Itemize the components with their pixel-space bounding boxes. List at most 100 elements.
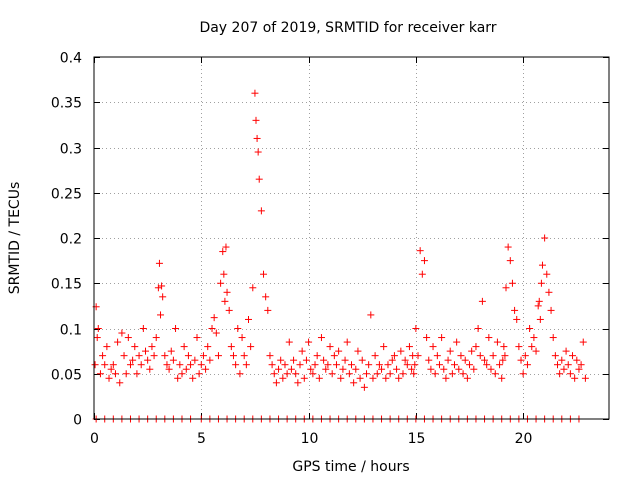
data-point <box>549 334 557 342</box>
data-point <box>219 248 227 256</box>
data-point <box>268 361 276 369</box>
data-point <box>221 297 229 305</box>
data-point <box>225 306 233 314</box>
data-point <box>558 356 566 364</box>
y-tick-label: 0.35 <box>51 96 82 112</box>
data-point <box>562 347 570 355</box>
y-tick-label: 0.2 <box>60 232 82 248</box>
data-point <box>416 247 424 255</box>
data-point <box>252 116 260 124</box>
data-point <box>423 334 431 342</box>
data-point <box>191 356 199 364</box>
data-point <box>390 352 398 360</box>
data-point <box>189 374 197 382</box>
data-point <box>292 370 300 378</box>
data-point <box>508 279 516 287</box>
data-point <box>388 356 396 364</box>
data-point <box>157 311 165 319</box>
data-point <box>159 293 167 301</box>
data-point <box>440 365 448 373</box>
data-point <box>461 356 469 364</box>
data-point <box>360 383 368 391</box>
data-point <box>468 347 476 355</box>
data-point <box>470 365 478 373</box>
data-point <box>220 270 228 278</box>
data-point <box>418 270 426 278</box>
data-point <box>566 370 574 378</box>
data-point <box>242 361 250 369</box>
data-point <box>515 343 523 351</box>
data-point <box>266 352 274 360</box>
data-point <box>513 315 521 323</box>
data-point <box>320 356 328 364</box>
data-point <box>405 343 413 351</box>
data-point <box>478 297 486 305</box>
y-tick-label: 0.05 <box>51 368 82 384</box>
data-point <box>534 302 542 310</box>
data-point <box>414 352 422 360</box>
data-point <box>373 370 381 378</box>
data-point <box>382 374 390 382</box>
data-point <box>412 325 420 332</box>
data-point <box>152 334 160 342</box>
data-point <box>309 370 317 378</box>
data-point <box>487 365 495 373</box>
data-point <box>178 370 186 378</box>
data-point <box>395 374 403 382</box>
data-point <box>521 352 529 360</box>
data-point <box>444 356 452 364</box>
data-point <box>541 234 549 242</box>
data-point <box>425 356 433 364</box>
data-point <box>91 361 99 369</box>
data-point <box>472 343 480 351</box>
data-point <box>500 343 508 351</box>
data-point <box>184 352 192 360</box>
data-point <box>227 343 235 351</box>
data-point <box>298 347 306 355</box>
data-point <box>247 343 255 351</box>
data-point <box>380 343 388 351</box>
data-point <box>317 334 325 342</box>
data-point <box>543 270 551 278</box>
data-point <box>341 356 349 364</box>
data-point <box>229 352 237 360</box>
data-point <box>146 365 154 373</box>
data-point <box>498 374 506 382</box>
data-point <box>212 329 220 337</box>
data-point <box>161 352 169 360</box>
data-point <box>493 338 501 346</box>
data-point <box>210 314 218 322</box>
data-point <box>172 325 180 332</box>
data-point <box>433 352 441 360</box>
data-point <box>272 379 280 387</box>
data-point <box>575 365 583 373</box>
data-point <box>571 374 579 382</box>
data-point <box>217 279 225 287</box>
data-point <box>294 379 302 387</box>
data-point <box>103 343 111 351</box>
data-point <box>126 361 134 369</box>
data-point <box>195 370 203 378</box>
data-point <box>257 207 265 215</box>
data-point <box>204 343 212 351</box>
y-tick-label: 0.15 <box>51 277 82 293</box>
data-point <box>324 361 332 369</box>
data-point <box>511 306 519 314</box>
data-point <box>326 343 334 351</box>
data-point <box>114 338 122 346</box>
data-point <box>202 365 210 373</box>
data-point <box>453 338 461 346</box>
data-point <box>519 370 527 378</box>
data-point <box>111 370 119 378</box>
data-point <box>459 370 467 378</box>
data-point <box>133 370 141 378</box>
data-point <box>442 374 450 382</box>
data-point <box>148 343 156 351</box>
data-point <box>363 370 371 378</box>
data-point <box>446 347 454 355</box>
data-point <box>253 134 261 142</box>
data-point <box>122 370 130 378</box>
data-point <box>169 356 177 364</box>
y-tick-label: 0.4 <box>60 51 82 67</box>
